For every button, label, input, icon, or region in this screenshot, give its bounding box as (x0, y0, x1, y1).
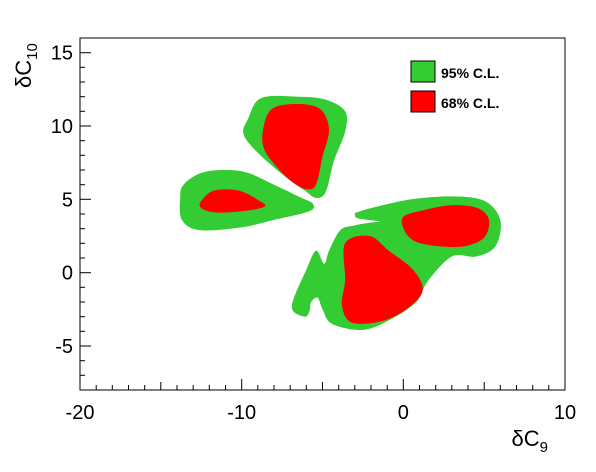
y-tick-label: 5 (62, 189, 73, 211)
y-tick-label: 0 (62, 263, 73, 285)
x-axis-title: δC9 (512, 426, 548, 456)
contour-region-68-2 (199, 189, 266, 213)
tick-labels: -20 -10 0 10 -5 0 5 10 15 (51, 43, 576, 424)
plot-frame (79, 37, 566, 391)
contour-region-68-1 (262, 103, 330, 190)
x-tick-label: 10 (554, 402, 576, 424)
legend-label-95: 95% C.L. (441, 65, 499, 81)
contour-regions (179, 95, 501, 330)
legend-label-68: 68% C.L. (441, 95, 499, 111)
legend-swatch-68 (410, 90, 436, 113)
contour-region-68-4 (341, 235, 423, 324)
x-tick-label: -20 (66, 402, 95, 424)
x-tick-label: -10 (227, 402, 256, 424)
legend: 95% C.L. 68% C.L. (410, 60, 499, 113)
y-tick-label: -5 (55, 336, 73, 358)
y-tick-label: 15 (51, 43, 73, 65)
y-tick-label: 10 (51, 116, 73, 138)
contour-region-68-3 (401, 205, 490, 248)
x-tick-label: 0 (398, 402, 409, 424)
legend-swatch-95 (410, 60, 436, 83)
y-axis-title: δC10 (11, 43, 41, 88)
